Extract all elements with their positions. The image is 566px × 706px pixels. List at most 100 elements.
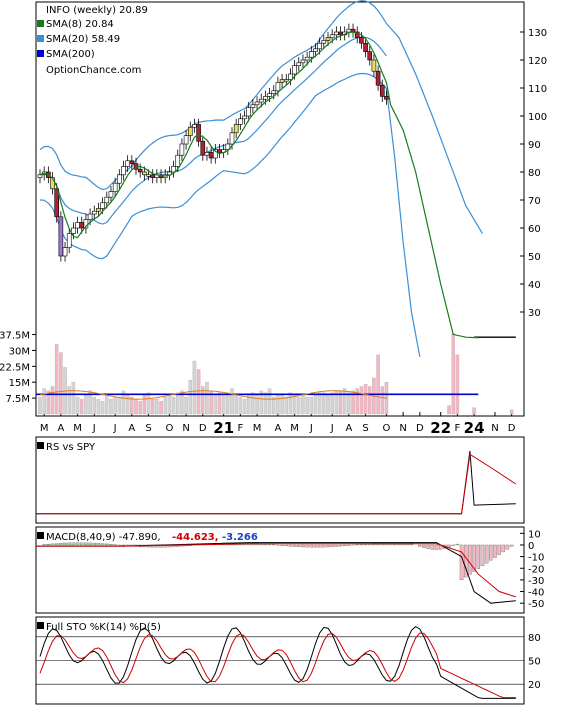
volume-bar	[309, 396, 314, 415]
macd-histogram-bar	[472, 544, 476, 572]
candle-body	[371, 59, 377, 72]
volume-bar	[259, 390, 263, 415]
volume-bar	[180, 390, 184, 415]
volume-bar	[251, 392, 255, 415]
candle-body	[37, 174, 43, 178]
volume-bar	[263, 392, 268, 415]
macd-histogram-bar	[459, 544, 464, 581]
volume-bar	[292, 394, 297, 415]
volume-bar	[134, 399, 138, 415]
macd-histogram-bar	[301, 544, 305, 548]
candle-body	[225, 143, 231, 150]
candle-body	[334, 31, 339, 36]
candle-body	[354, 31, 360, 38]
ticker-title: INFO (weekly) 20.89	[46, 5, 148, 16]
candle-body	[246, 107, 251, 117]
volume-bar	[84, 394, 88, 415]
candle-body	[54, 188, 59, 218]
macd-tick-label: -30	[528, 576, 544, 587]
legend-item-sma200: SMA(200)	[37, 49, 95, 60]
macd-histogram-bar	[59, 543, 63, 546]
sto-label: Full STO %K(14) %D(5)	[46, 622, 161, 633]
candle-body	[363, 42, 368, 52]
macd-histogram-bar	[284, 544, 289, 547]
legend-swatch-sma200	[37, 50, 44, 57]
volume-bar	[67, 386, 71, 415]
macd-histogram-bar	[105, 543, 109, 546]
volume-tick-label: 37.5M	[0, 331, 30, 342]
candle-body	[313, 48, 318, 52]
panel-frames	[35, 1, 525, 705]
volume-bar	[284, 396, 289, 415]
volume-bar	[297, 396, 301, 415]
x-tick-label: N	[182, 423, 189, 434]
candle-body	[146, 174, 151, 177]
x-tick-label: J	[309, 423, 313, 434]
macd-histogram-bar	[359, 544, 364, 546]
volume-bar	[288, 392, 293, 415]
candle-body	[263, 96, 268, 100]
volume-bar	[317, 392, 322, 415]
macd-panel-label: MACD(8,40,9) -47.890, -44.623, -3.266	[37, 532, 258, 543]
x-tick-label: 21	[213, 419, 234, 437]
candle-body	[100, 202, 105, 209]
candle-body	[229, 132, 235, 145]
candle-body	[258, 98, 264, 103]
macd-histogram-bar	[447, 544, 451, 548]
volume-bar	[138, 401, 142, 415]
volume-bar	[301, 394, 305, 415]
candle-body	[150, 174, 155, 178]
candle-body	[375, 70, 381, 86]
rs-label: RS vs SPY	[46, 442, 96, 453]
macd-histogram-bar	[54, 543, 59, 546]
volume-bar	[363, 384, 368, 415]
x-tick-label: F	[455, 423, 461, 434]
candle-body	[208, 152, 214, 159]
macd-histogram-bar	[292, 544, 297, 547]
candle-body	[292, 65, 297, 75]
legend-label-sma20: SMA(20) 58.49	[46, 34, 120, 45]
candle-body	[175, 154, 181, 167]
macd-histogram-bar	[305, 544, 309, 548]
volume-bar	[447, 405, 451, 415]
volume-bar	[184, 396, 188, 415]
macd-histogram-bar	[480, 544, 485, 567]
volume-bar	[142, 394, 147, 415]
volume-bar	[171, 396, 176, 415]
macd-histogram-bar	[313, 544, 318, 548]
volume-bar	[509, 409, 514, 415]
volume-bar	[38, 396, 42, 415]
candle-body	[250, 104, 256, 108]
macd-histogram-bar	[334, 544, 339, 547]
candle-body	[325, 37, 331, 41]
volume-bar	[213, 394, 218, 415]
volume-bar	[79, 399, 84, 415]
volume-bar	[347, 392, 351, 415]
price-tick-label: 110	[528, 84, 547, 95]
candle-body	[125, 160, 130, 167]
volume-bar	[88, 390, 92, 415]
volume-bar	[230, 388, 234, 415]
macd-histogram-bar	[63, 542, 67, 546]
volume-bar	[130, 396, 134, 415]
legend: INFO (weekly) 20.89 SMA(8) 20.84 SMA(20)…	[37, 5, 148, 76]
volume-bar	[455, 354, 460, 415]
volume-bar	[42, 388, 46, 415]
macd-histogram-bar	[109, 544, 113, 546]
x-tick-label: F	[237, 423, 243, 434]
x-tick-label: J	[92, 423, 96, 434]
candle-body	[121, 166, 126, 176]
panel-frame-macd	[35, 526, 525, 614]
volume-bar	[121, 390, 126, 415]
volume-tick-label: 30M	[9, 346, 30, 357]
price-tick-label: 50	[528, 252, 541, 263]
macd-histogram-bar	[75, 542, 80, 546]
volume-bar	[359, 386, 364, 415]
volume-bar	[96, 399, 101, 415]
macd-histogram-bar	[484, 544, 489, 564]
macd-histogram-bar	[451, 544, 455, 546]
macd-histogram-bar	[426, 544, 430, 550]
price-tick-label: 130	[528, 28, 547, 39]
candle-body	[217, 149, 222, 153]
